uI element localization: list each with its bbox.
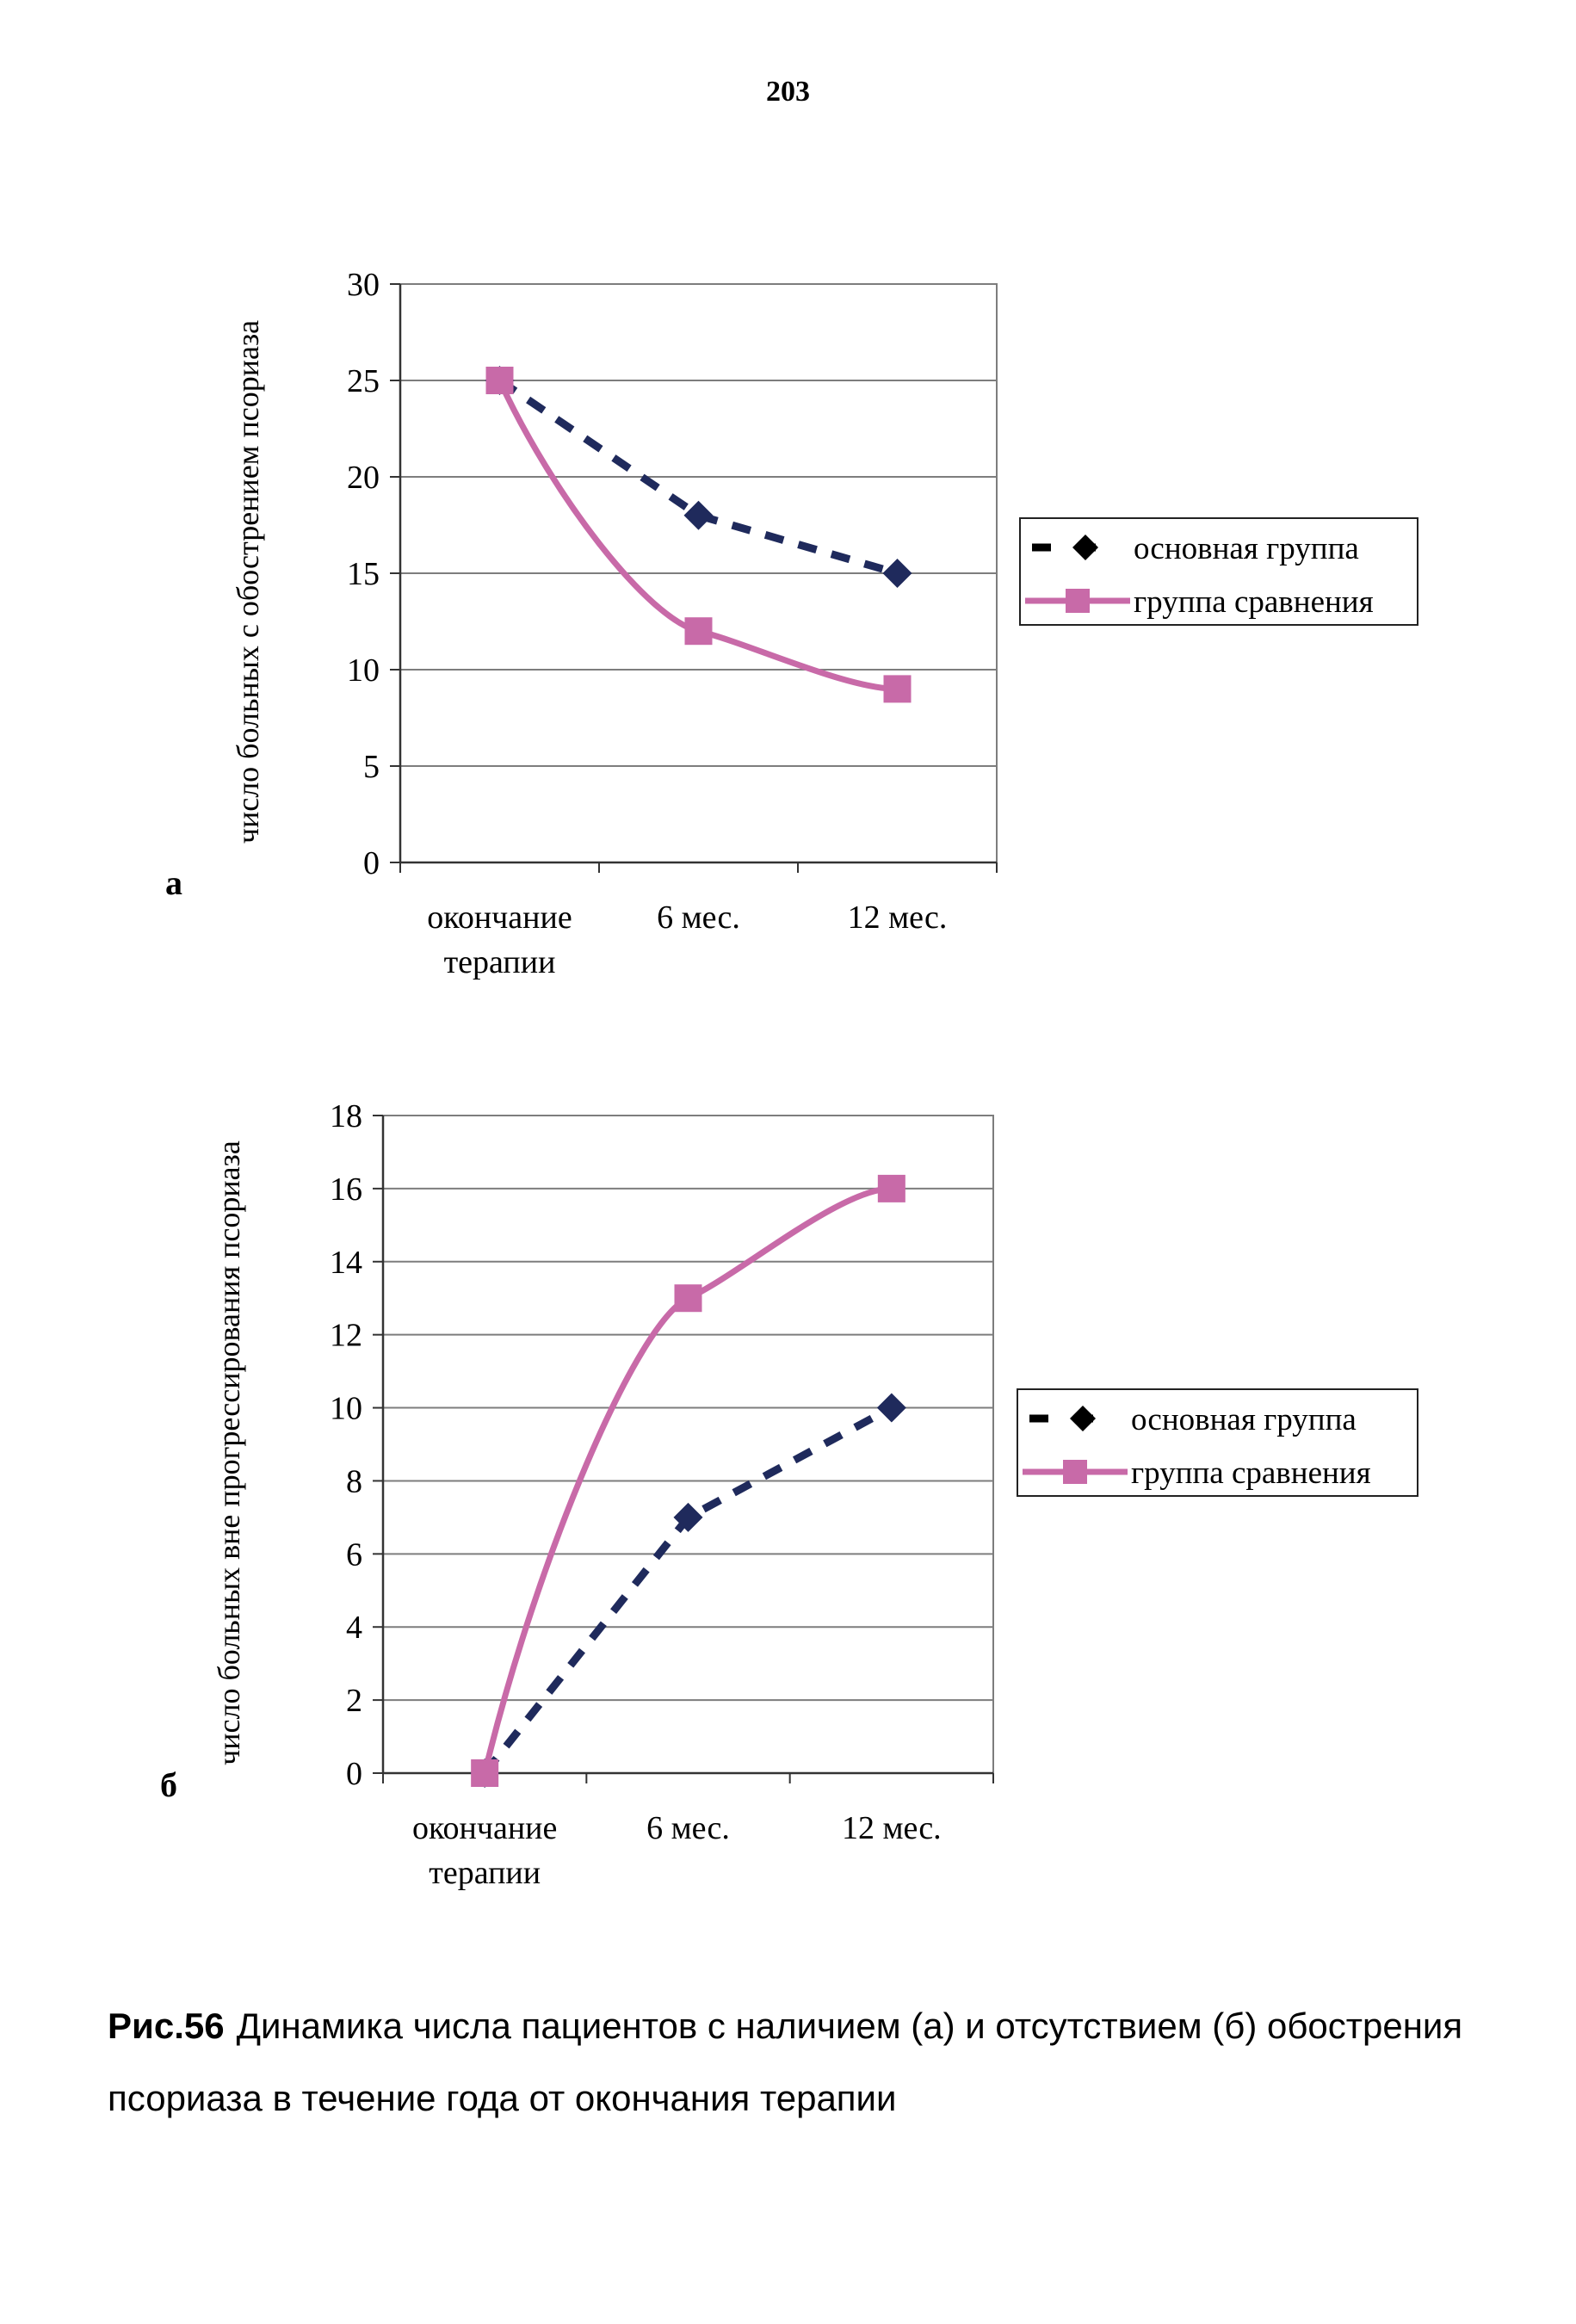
plot-area <box>382 1115 994 1774</box>
y-axis-title: число больных вне прогрессирования псори… <box>212 1140 246 1765</box>
data-point-square <box>485 367 514 394</box>
y-tick-label: 20 <box>347 460 380 496</box>
x-category-label: 6 мес. <box>646 1810 730 1846</box>
legend-label: группа сравнения <box>1131 1456 1371 1491</box>
x-category-label: 12 мес. <box>842 1810 942 1846</box>
y-tick-label: 8 <box>346 1463 362 1499</box>
y-tick-label: 10 <box>330 1391 362 1427</box>
x-category-label: 12 мес. <box>848 899 948 936</box>
y-tick-label: 2 <box>346 1683 362 1719</box>
y-tick-label: 4 <box>346 1610 362 1646</box>
series-line-comparison-group <box>481 1185 892 1774</box>
y-axis-title: число больных с обострением псориаза <box>231 320 265 844</box>
figure-caption: Рис.56 Динамика числа пациентов с наличие… <box>108 1990 1554 2135</box>
series-line-main-group <box>481 1404 893 1776</box>
y-tick-label: 0 <box>346 1756 362 1792</box>
y-tick-label: 18 <box>330 1098 362 1134</box>
legend-marker-diamond <box>1072 535 1098 560</box>
caption-line-1: Динамика числа пациентов с наличием (а) … <box>236 2006 1463 2046</box>
legend-label: группа сравнения <box>1134 584 1374 620</box>
y-tick-label: 30 <box>347 267 380 303</box>
y-tick-label: 10 <box>347 652 380 689</box>
legend-label: основная группа <box>1131 1402 1357 1437</box>
data-point-square <box>471 1759 499 1787</box>
chart-a: 0 5 10 15 20 25 30 окончание терапии 6 мес. 12 мес… <box>231 267 1418 980</box>
page-number: 203 <box>766 76 810 108</box>
series-line-main-group <box>497 377 899 578</box>
panel-letter-a: а <box>165 863 182 902</box>
y-tick-label: 15 <box>347 556 380 592</box>
data-point-diamond <box>683 500 714 530</box>
figure-number: Рис.56 <box>108 2006 225 2046</box>
legend-marker-diamond <box>1070 1406 1096 1431</box>
chart-b: 0 2 4 6 8 10 12 14 16 18 окончание терапии 6 мес. 12 … <box>212 1098 1418 1891</box>
legend-marker-square <box>1063 1460 1087 1484</box>
panel-letter-b: б <box>160 1765 177 1804</box>
data-point-square <box>883 675 912 703</box>
y-tick-label: 0 <box>363 845 380 881</box>
data-point-square <box>674 1284 702 1313</box>
y-tick-label: 5 <box>363 749 380 785</box>
x-category-label: терапии <box>444 944 556 980</box>
x-category-label: окончание <box>427 899 572 936</box>
y-tick-label: 6 <box>346 1536 362 1573</box>
y-tick-label: 12 <box>330 1318 362 1354</box>
data-point-square <box>877 1174 905 1202</box>
y-tick-label: 16 <box>330 1171 362 1208</box>
data-point-diamond <box>876 1393 906 1423</box>
x-category-label: окончание <box>412 1810 557 1846</box>
legend-marker-square <box>1066 589 1090 613</box>
x-category-label: 6 мес. <box>657 899 740 936</box>
x-category-label: терапии <box>429 1855 541 1891</box>
y-tick-label: 25 <box>347 363 380 399</box>
data-point-square <box>684 617 713 646</box>
caption-line-2: псориаза в течение года от окончания тер… <box>108 2078 897 2118</box>
y-tick-label: 14 <box>330 1245 362 1281</box>
data-point-diamond <box>673 1502 703 1532</box>
legend-label: основная группа <box>1134 531 1359 566</box>
data-point-diamond <box>882 559 912 588</box>
